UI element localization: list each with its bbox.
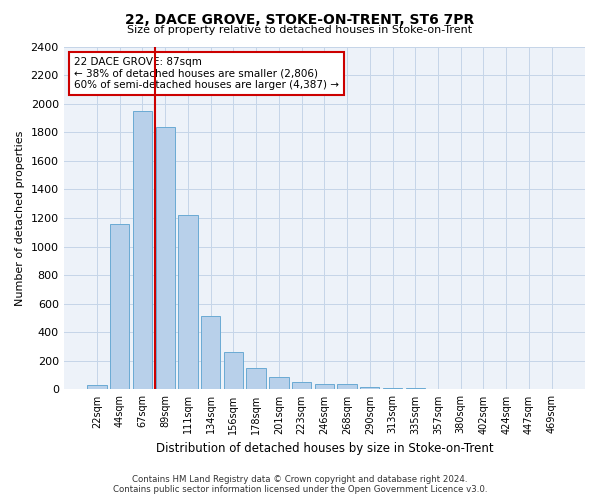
Bar: [428, 388, 448, 390]
Bar: [337, 384, 357, 390]
Bar: [201, 316, 220, 390]
Bar: [360, 388, 379, 390]
Text: 22 DACE GROVE: 87sqm
← 38% of detached houses are smaller (2,806)
60% of semi-de: 22 DACE GROVE: 87sqm ← 38% of detached h…: [74, 57, 339, 90]
Text: 22, DACE GROVE, STOKE-ON-TRENT, ST6 7PR: 22, DACE GROVE, STOKE-ON-TRENT, ST6 7PR: [125, 12, 475, 26]
X-axis label: Distribution of detached houses by size in Stoke-on-Trent: Distribution of detached houses by size …: [155, 442, 493, 455]
Bar: [292, 382, 311, 390]
Text: Contains HM Land Registry data © Crown copyright and database right 2024.
Contai: Contains HM Land Registry data © Crown c…: [113, 474, 487, 494]
Bar: [133, 111, 152, 390]
Bar: [406, 388, 425, 390]
Bar: [224, 352, 243, 390]
Bar: [178, 215, 197, 390]
Bar: [247, 368, 266, 390]
Bar: [110, 224, 130, 390]
Text: Size of property relative to detached houses in Stoke-on-Trent: Size of property relative to detached ho…: [127, 25, 473, 35]
Y-axis label: Number of detached properties: Number of detached properties: [15, 130, 25, 306]
Bar: [269, 378, 289, 390]
Bar: [88, 385, 107, 390]
Bar: [451, 388, 470, 390]
Bar: [383, 388, 402, 390]
Bar: [155, 126, 175, 390]
Bar: [314, 384, 334, 390]
Bar: [474, 388, 493, 390]
